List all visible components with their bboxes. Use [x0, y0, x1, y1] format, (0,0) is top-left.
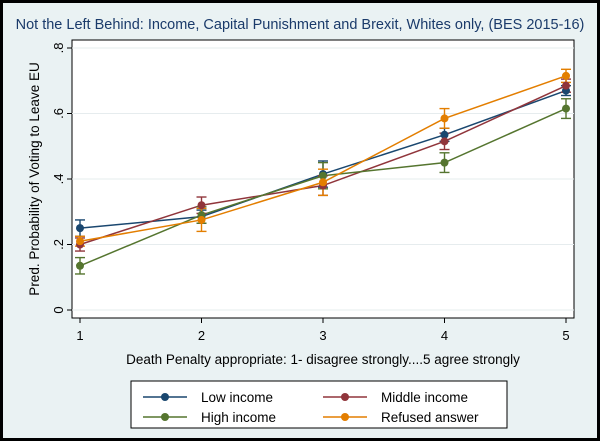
- y-axis-title: Pred. Probability of Voting to Leave EU: [27, 62, 42, 295]
- y-tick-label: .2: [51, 239, 66, 250]
- data-point: [562, 104, 570, 113]
- data-point: [197, 201, 206, 210]
- legend-marker: [161, 393, 169, 401]
- legend-marker: [341, 413, 349, 421]
- y-tick-label: .6: [51, 108, 66, 119]
- y-tick-label: .4: [51, 174, 66, 185]
- data-point: [76, 237, 84, 246]
- data-point: [319, 178, 327, 187]
- data-point: [562, 81, 570, 90]
- y-tick-label: .8: [51, 43, 66, 54]
- x-tick-label: 1: [76, 328, 83, 343]
- legend-label: Refused answer: [381, 410, 479, 425]
- x-tick-label: 5: [562, 328, 569, 343]
- chart-title: Not the Left Behind: Income, Capital Pun…: [16, 17, 585, 33]
- chart-frame: Not the Left Behind: Income, Capital Pun…: [3, 3, 597, 438]
- y-tick-label: 0: [51, 306, 66, 313]
- legend-marker: [161, 413, 169, 421]
- data-point: [76, 224, 84, 233]
- x-tick-label: 2: [198, 328, 205, 343]
- legend-label: Middle income: [381, 390, 468, 405]
- legend-label: High income: [201, 410, 276, 425]
- x-tick-label: 4: [441, 328, 448, 343]
- data-point: [319, 171, 327, 180]
- data-point: [76, 261, 84, 270]
- data-point: [440, 130, 449, 139]
- legend-label: Low income: [201, 390, 273, 405]
- grid-layer: [72, 47, 574, 311]
- x-tick-label: 3: [319, 328, 326, 343]
- legend-layer: Low income Middle income High income Refuse…: [143, 390, 479, 425]
- chart-svg: Not the Left Behind: Income, Capital Pun…: [16, 17, 585, 429]
- data-point: [440, 114, 449, 123]
- data-point: [440, 137, 449, 146]
- axis-layer: 0 .2 .4 .6 .8 1 2 3 4 5: [51, 43, 570, 343]
- data-point: [562, 71, 570, 80]
- series-layer: [75, 68, 571, 275]
- legend-marker: [341, 393, 349, 401]
- legend-box: [130, 380, 508, 429]
- x-axis-title: Death Penalty appropriate: 1- disagree s…: [126, 352, 520, 367]
- data-point: [440, 158, 449, 167]
- data-point: [197, 215, 206, 224]
